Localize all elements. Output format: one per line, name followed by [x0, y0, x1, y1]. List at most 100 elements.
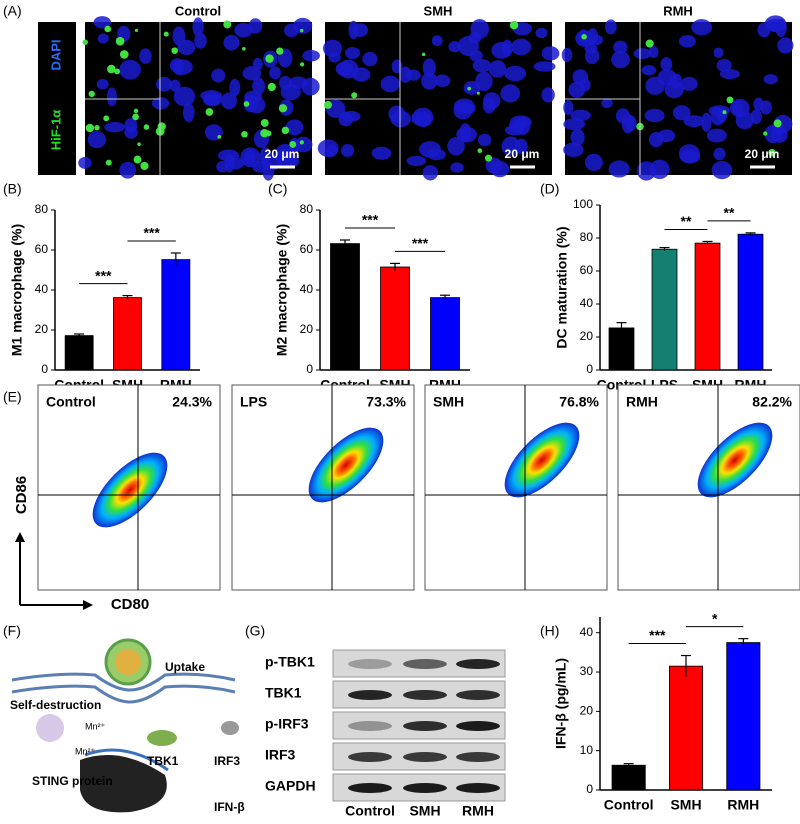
- nucleus: [713, 47, 724, 58]
- diagram-label: TBK1: [147, 754, 179, 768]
- density-blob: [308, 427, 384, 503]
- panel-label: (F): [3, 623, 21, 639]
- bar: [726, 642, 761, 791]
- nucleus: [472, 59, 492, 73]
- bar: [737, 233, 764, 371]
- nucleus: [515, 138, 528, 155]
- nucleus: [504, 125, 525, 136]
- nucleus: [485, 157, 503, 174]
- irf3-icon: [221, 721, 239, 735]
- nucleus: [302, 49, 320, 62]
- nucleus: [729, 98, 750, 118]
- nucleus: [104, 122, 126, 133]
- blot-row-label: p-IRF3: [265, 716, 309, 732]
- diagram: [11, 638, 239, 813]
- nucleus: [763, 74, 778, 85]
- hif-signal: [484, 154, 492, 162]
- nucleus: [672, 105, 691, 121]
- bar: [430, 297, 460, 371]
- nucleus: [535, 27, 548, 39]
- nucleus: [570, 128, 585, 146]
- y-tick-label: 20: [300, 322, 314, 336]
- hif-signal: [300, 62, 305, 67]
- hif-signal: [278, 104, 288, 113]
- blot-band: [403, 752, 447, 762]
- nucleus: [340, 144, 355, 158]
- diagram-label: Self-destruction: [10, 698, 101, 712]
- y-tick-label: 0: [306, 362, 313, 376]
- nucleus: [757, 22, 771, 38]
- blot-band: [456, 659, 500, 669]
- nucleus: [604, 19, 617, 35]
- y-tick-label: 0: [586, 362, 593, 376]
- hif-signal: [351, 92, 358, 99]
- stain-label: DAPI: [48, 39, 63, 70]
- y-tick-label: 80: [580, 230, 594, 244]
- hif-signal: [509, 20, 519, 30]
- nucleus: [563, 100, 574, 116]
- nucleus: [218, 149, 240, 162]
- plot-label: RMH: [626, 394, 658, 410]
- y-tick-label: 40: [300, 282, 314, 296]
- nucleus: [488, 60, 507, 78]
- nucleus: [657, 129, 676, 143]
- nucleus: [563, 142, 584, 158]
- diagram-label: IFN-β: [214, 800, 245, 814]
- stain-strip: [38, 22, 76, 175]
- nucleus: [194, 32, 207, 49]
- arrow-head: [15, 532, 25, 542]
- group-title: SMH: [424, 3, 453, 18]
- flow-x-label: CD80: [111, 596, 149, 613]
- nucleus: [192, 17, 204, 37]
- bar: [64, 335, 94, 371]
- nucleus: [753, 97, 764, 111]
- nucleus: [87, 131, 107, 149]
- diagram-label: Uptake: [165, 660, 205, 674]
- diagram-label: Mn²⁺: [85, 721, 105, 731]
- x-tick-label: RMH: [727, 797, 759, 813]
- nucleus: [777, 37, 794, 54]
- nucleus: [716, 58, 732, 72]
- nucleus: [405, 69, 421, 81]
- nucleus: [641, 65, 657, 76]
- hif-signal: [105, 159, 112, 166]
- nucleus: [448, 41, 461, 53]
- significance-label: **: [724, 205, 735, 221]
- nucleus: [119, 161, 137, 179]
- quadrant-percent: 82.2%: [752, 394, 792, 410]
- hif-signal: [223, 20, 232, 29]
- hif-signal: [163, 31, 169, 37]
- nucleus: [419, 141, 441, 158]
- nucleus: [775, 18, 787, 38]
- panel-label: (B): [3, 181, 22, 197]
- hif-signal: [133, 108, 139, 114]
- flow-y-label: CD86: [13, 476, 30, 514]
- fragments: [36, 714, 64, 742]
- panel-label: (C): [268, 181, 287, 197]
- nucleus: [248, 18, 263, 34]
- quadrant-percent: 76.8%: [559, 394, 599, 410]
- nucleus: [657, 69, 677, 86]
- nucleus: [294, 136, 313, 153]
- nucleus: [584, 153, 603, 172]
- y-tick-label: 100: [573, 197, 593, 211]
- blot-band: [348, 721, 392, 731]
- tbk1-icon: [147, 730, 177, 746]
- nucleus: [223, 34, 240, 51]
- nucleus: [240, 147, 261, 168]
- nucleus: [262, 161, 275, 181]
- bar: [651, 248, 678, 371]
- hif-signal: [645, 39, 654, 48]
- hif-signal: [421, 52, 426, 57]
- density-blob: [697, 422, 773, 498]
- blot-row-label: IRF3: [265, 747, 296, 763]
- nucleus: [678, 144, 700, 164]
- nucleus: [106, 87, 117, 107]
- hif-signal: [289, 141, 297, 148]
- hif-signal: [85, 123, 95, 133]
- hif-signal: [171, 47, 178, 54]
- nucleus: [649, 159, 670, 180]
- nucleus: [421, 72, 438, 90]
- blot-band: [348, 690, 392, 700]
